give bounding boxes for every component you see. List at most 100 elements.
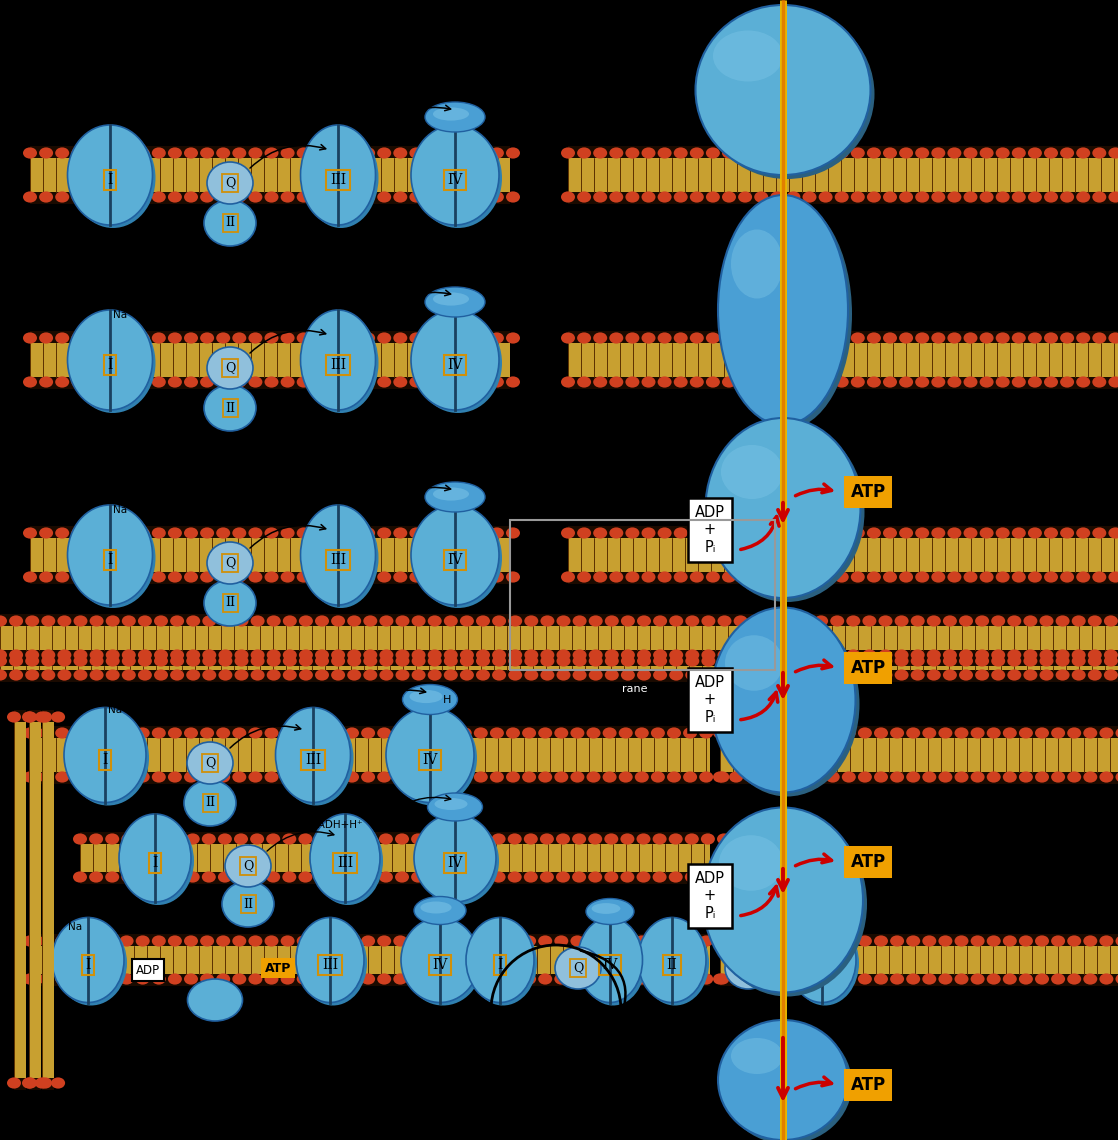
Ellipse shape: [490, 772, 504, 782]
Ellipse shape: [250, 616, 265, 627]
Ellipse shape: [798, 650, 812, 660]
Ellipse shape: [329, 147, 343, 158]
Ellipse shape: [202, 616, 216, 627]
Ellipse shape: [1051, 974, 1065, 985]
Ellipse shape: [781, 650, 796, 660]
Ellipse shape: [38, 1077, 53, 1089]
Ellipse shape: [1099, 974, 1114, 985]
Ellipse shape: [714, 611, 860, 797]
Ellipse shape: [184, 780, 236, 826]
Text: I: I: [498, 958, 503, 972]
Text: IV: IV: [423, 754, 437, 767]
Ellipse shape: [911, 650, 925, 660]
Ellipse shape: [938, 772, 953, 782]
Ellipse shape: [250, 656, 265, 667]
Ellipse shape: [862, 669, 877, 681]
Ellipse shape: [9, 656, 23, 667]
Ellipse shape: [265, 727, 278, 739]
Ellipse shape: [713, 31, 783, 81]
Ellipse shape: [890, 974, 904, 985]
Ellipse shape: [303, 508, 379, 608]
Ellipse shape: [1018, 974, 1033, 985]
Ellipse shape: [955, 974, 968, 985]
Ellipse shape: [589, 669, 603, 681]
Ellipse shape: [39, 974, 53, 985]
Ellipse shape: [1012, 333, 1026, 343]
Ellipse shape: [331, 656, 345, 667]
Ellipse shape: [996, 376, 1010, 388]
Ellipse shape: [1044, 147, 1058, 158]
Ellipse shape: [1088, 669, 1102, 681]
Bar: [568, 538, 1118, 572]
Ellipse shape: [690, 376, 704, 388]
Ellipse shape: [506, 974, 520, 985]
Ellipse shape: [414, 314, 502, 413]
Ellipse shape: [267, 656, 281, 667]
Ellipse shape: [170, 656, 184, 667]
Ellipse shape: [152, 192, 165, 203]
Ellipse shape: [755, 333, 768, 343]
Ellipse shape: [363, 616, 377, 627]
Ellipse shape: [911, 669, 925, 681]
Ellipse shape: [299, 669, 313, 681]
Ellipse shape: [620, 669, 635, 681]
Ellipse shape: [281, 192, 295, 203]
Ellipse shape: [907, 974, 920, 985]
Ellipse shape: [667, 936, 681, 946]
Ellipse shape: [72, 147, 85, 158]
Ellipse shape: [572, 871, 586, 882]
Ellipse shape: [394, 192, 407, 203]
Ellipse shape: [394, 727, 407, 739]
Ellipse shape: [119, 814, 191, 902]
Text: ATP: ATP: [851, 483, 885, 500]
Ellipse shape: [750, 650, 764, 660]
Ellipse shape: [26, 650, 39, 660]
Ellipse shape: [394, 571, 407, 583]
Ellipse shape: [577, 376, 591, 388]
Ellipse shape: [411, 650, 426, 660]
Text: Q: Q: [225, 177, 235, 189]
Ellipse shape: [781, 669, 796, 681]
Ellipse shape: [135, 528, 150, 538]
Ellipse shape: [1051, 936, 1065, 946]
Ellipse shape: [587, 936, 600, 946]
Ellipse shape: [975, 669, 989, 681]
Ellipse shape: [207, 542, 253, 584]
Ellipse shape: [386, 708, 474, 803]
Ellipse shape: [135, 147, 150, 158]
Ellipse shape: [225, 845, 271, 887]
Ellipse shape: [716, 936, 729, 946]
Ellipse shape: [879, 656, 892, 667]
Ellipse shape: [53, 918, 124, 1002]
Ellipse shape: [722, 1024, 852, 1140]
Ellipse shape: [55, 974, 69, 985]
Ellipse shape: [683, 727, 698, 739]
Ellipse shape: [798, 656, 812, 667]
Ellipse shape: [931, 192, 946, 203]
Ellipse shape: [710, 422, 864, 602]
Ellipse shape: [922, 727, 936, 739]
Ellipse shape: [746, 727, 759, 739]
Ellipse shape: [121, 833, 135, 845]
Ellipse shape: [72, 333, 85, 343]
Ellipse shape: [329, 571, 343, 583]
Ellipse shape: [964, 376, 977, 388]
Ellipse shape: [184, 772, 198, 782]
Ellipse shape: [738, 333, 752, 343]
Ellipse shape: [299, 871, 312, 882]
Ellipse shape: [781, 656, 796, 667]
Ellipse shape: [184, 376, 198, 388]
Ellipse shape: [394, 528, 407, 538]
Ellipse shape: [716, 974, 729, 985]
Ellipse shape: [651, 936, 665, 946]
Ellipse shape: [636, 871, 651, 882]
Ellipse shape: [233, 192, 246, 203]
Ellipse shape: [152, 727, 165, 739]
Ellipse shape: [72, 376, 85, 388]
Ellipse shape: [890, 936, 904, 946]
Text: rane: rane: [723, 682, 748, 692]
Ellipse shape: [755, 376, 768, 388]
Ellipse shape: [700, 9, 874, 179]
Ellipse shape: [719, 836, 783, 890]
Ellipse shape: [283, 669, 296, 681]
